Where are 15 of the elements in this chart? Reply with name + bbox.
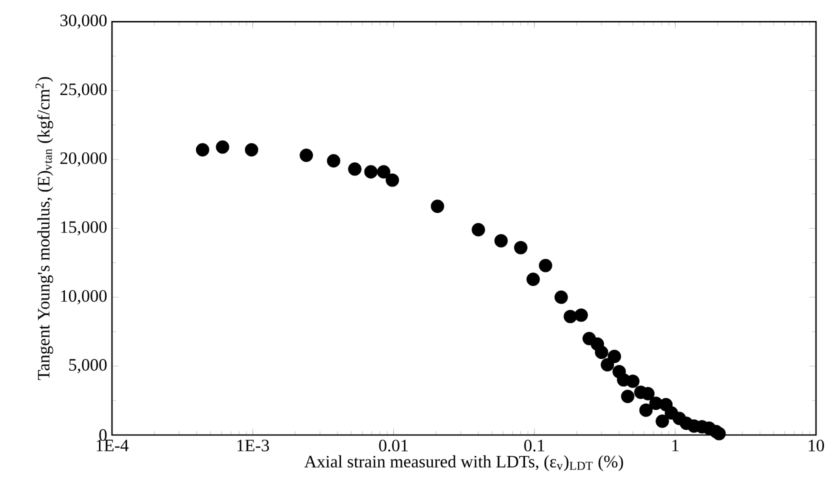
y-tick-label: 20,000 xyxy=(60,152,107,167)
y-tick-label: 30,000 xyxy=(60,14,107,29)
y-tick-label: 0 xyxy=(99,429,107,441)
x-axis-title: Axial strain measured with LDTs, (ε$_{v}$)$_{LDT}$ (%) xyxy=(304,455,624,472)
y-tick-label: 25,000 xyxy=(60,83,107,98)
x-tick-label: 1E-3 xyxy=(237,440,269,452)
y-tick-label: 10,000 xyxy=(61,290,107,304)
y-axis-title: Tangent Young's modulus, (E)$_{vtan}$ (kgf/cm$^{2}$) xyxy=(36,77,54,380)
x-tick-label: 10 xyxy=(808,440,824,452)
x-tick-label: 1E-4 xyxy=(96,440,129,452)
y-tick-label: 5,000 xyxy=(69,359,107,374)
x-tick-label: 1 xyxy=(672,440,678,452)
x-tick-label: 0.1 xyxy=(524,440,544,452)
x-tick-label: 0.01 xyxy=(379,440,408,452)
y-tick-label: 15,000 xyxy=(61,221,107,236)
